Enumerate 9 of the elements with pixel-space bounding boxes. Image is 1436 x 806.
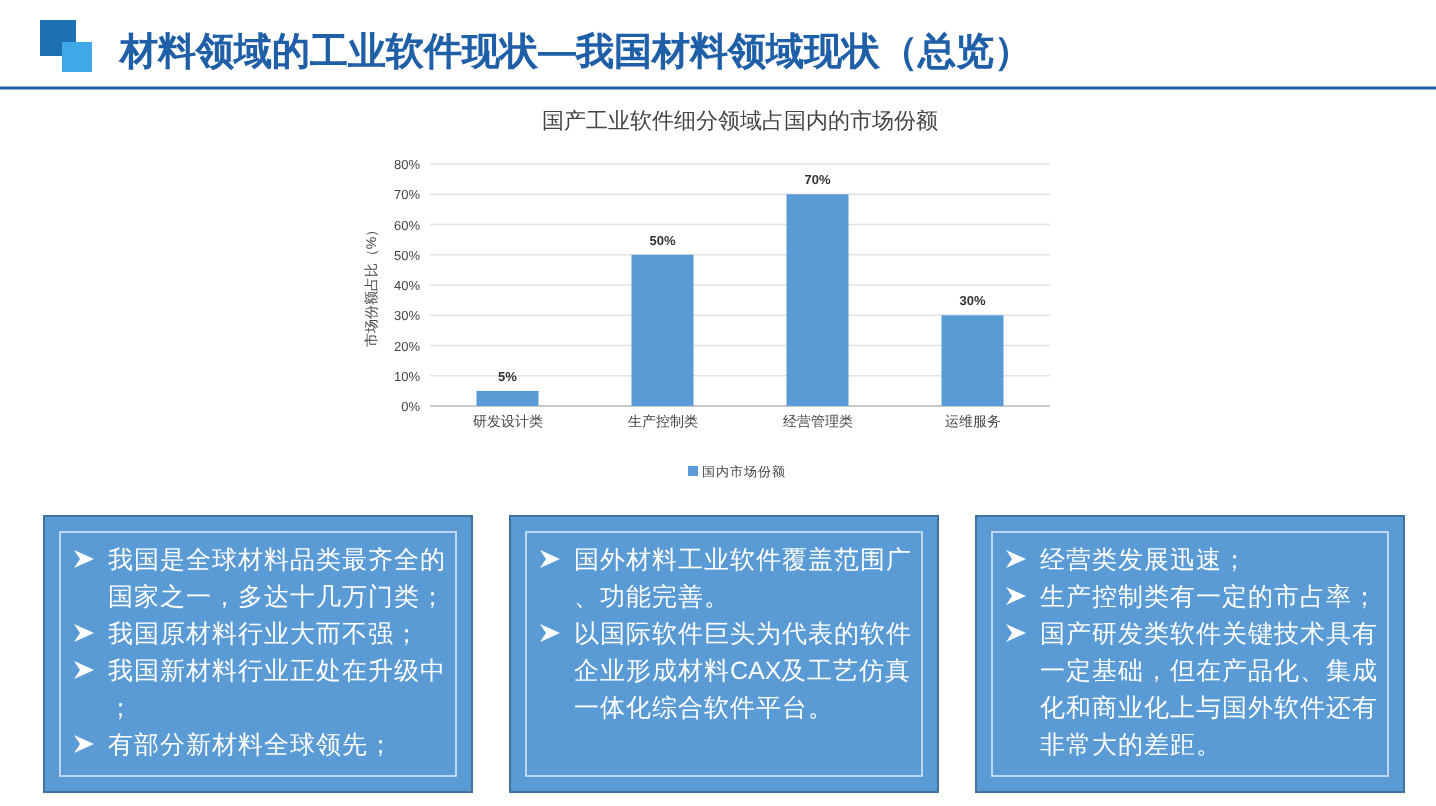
chart-subtitle: 国产工业软件细分领域占国内的市场份额 [542,108,938,134]
text: 国外材料工业软件覆盖范围广、功能完善。以国际软件巨头为代表的软件企业形成材料CAX及工艺仿真一体化综合软件平台。 [574,544,912,722]
bar [941,315,1004,406]
bar [476,390,539,406]
bar [631,254,694,406]
text: 经营类发展迅速；生产控制类有一定的市占率；国产研发类软件关键技术具有一定基础，但在产品化、集成化和商业化上与国外软件还有非常大的差距。 [1040,546,1378,759]
bar [786,194,849,406]
chart-title: 材料领域的工业软件现状—我国材料领域现状（总览） [118,30,1032,74]
text: 我国是全球材料品类最齐全的国家之一，多达十几万门类；我国原材料行业大而不强；我国新材料行业正处在升级中；有部分新材料全球领先； [108,546,446,759]
